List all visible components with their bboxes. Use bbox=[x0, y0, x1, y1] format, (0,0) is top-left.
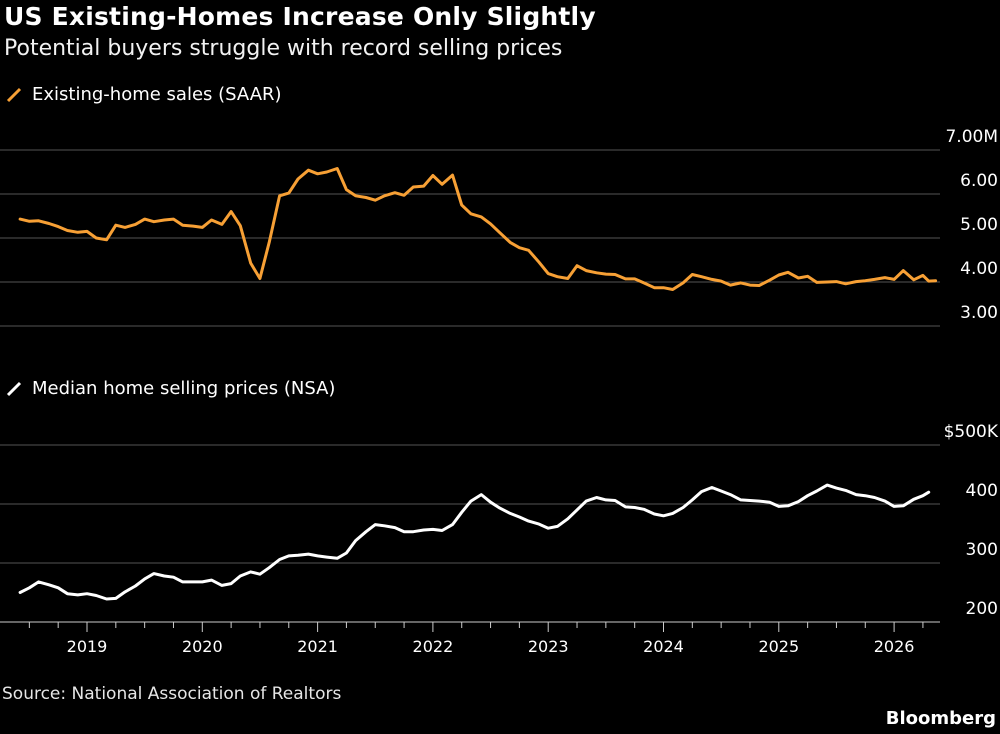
prices-legend-swatch bbox=[6, 381, 22, 396]
legend-prices-label: Median home selling prices (NSA) bbox=[32, 378, 336, 399]
y-tick-label: $500K bbox=[944, 422, 999, 442]
legend-prices: Median home selling prices (NSA) bbox=[6, 378, 335, 399]
x-tick-label: 2021 bbox=[297, 637, 338, 656]
sales-series-line bbox=[18, 167, 938, 291]
x-tick-label: 2019 bbox=[67, 637, 108, 656]
chart-title: US Existing-Homes Increase Only Slightly bbox=[4, 2, 596, 31]
prices-series-line bbox=[18, 483, 931, 601]
x-tick-label: 2024 bbox=[643, 637, 684, 656]
legend-sales-label: Existing-home sales (SAAR) bbox=[32, 84, 282, 105]
x-tick-label: 2020 bbox=[182, 637, 223, 656]
x-tick-label: 2022 bbox=[413, 637, 454, 656]
y-tick-label: 300 bbox=[966, 540, 998, 560]
y-tick-label: 6.00 bbox=[960, 171, 998, 191]
y-tick-label: 5.00 bbox=[960, 215, 998, 235]
y-tick-label: 400 bbox=[966, 481, 998, 501]
brand-logo: Bloomberg bbox=[885, 708, 996, 729]
x-tick-label: 2025 bbox=[758, 637, 799, 656]
series-layer bbox=[18, 167, 938, 601]
tick-layer: 7.00M 6.00 5.00 4.00 3.00 $500K 400 300 200 2019 2… bbox=[0, 127, 999, 656]
y-tick-label: 3.00 bbox=[960, 303, 998, 323]
chart-subtitle: Potential buyers struggle with record se… bbox=[4, 36, 563, 61]
x-tick-label: 2026 bbox=[874, 637, 915, 656]
y-tick-label: 4.00 bbox=[960, 259, 998, 279]
y-tick-label: 200 bbox=[966, 599, 998, 619]
y-tick-label: 7.00M bbox=[945, 127, 998, 147]
x-tick-label: 2023 bbox=[528, 637, 569, 656]
source-note: Source: National Association of Realtors bbox=[2, 684, 342, 704]
legend-sales: Existing-home sales (SAAR) bbox=[6, 84, 282, 105]
sales-legend-swatch bbox=[6, 87, 22, 102]
